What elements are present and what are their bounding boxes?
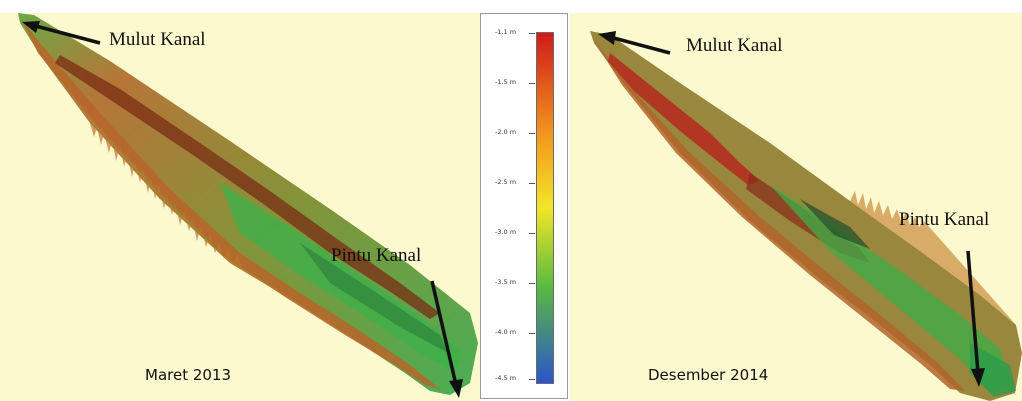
channel-thalweg	[608, 53, 760, 185]
channel-thalweg	[55, 55, 440, 319]
mouth-label-left: Mulut Kanal	[109, 29, 206, 50]
colorbar-tick: -1.1 m	[481, 28, 543, 40]
colorbar-ramp	[536, 32, 554, 384]
channel-deep-core	[800, 199, 870, 249]
gate-label-right: Pintu Kanal	[899, 209, 990, 230]
arrow-to-mouth	[598, 31, 671, 55]
arrow-to-gate	[430, 280, 463, 398]
channel-edge-band	[592, 37, 965, 391]
bathymetry-panel-march-2013: Mulut Kanal Pintu Kanal Maret 2013	[0, 13, 480, 401]
date-label-right: Desember 2014	[648, 366, 769, 384]
colorbar-tick: -1.5 m	[481, 78, 543, 90]
arrow-to-gate	[966, 250, 985, 387]
colorbar-tick: -4.5 m	[481, 374, 543, 386]
colorbar-tick: -2.0 m	[481, 128, 543, 140]
mouth-label-right: Mulut Kanal	[686, 35, 783, 56]
channel-deep-core	[300, 243, 448, 353]
channel-deep-zone	[770, 185, 1010, 393]
depth-colorbar: -1.1 m -1.5 m -2.0 m -2.5 m -3.0 m -3.5 …	[480, 13, 568, 399]
colorbar-tick: -3.5 m	[481, 278, 543, 290]
colorbar-tick: -4.0 m	[481, 328, 543, 340]
channel-bathymetry-right	[590, 31, 1022, 401]
colorbar-tick: -3.0 m	[481, 228, 543, 240]
channel-bathymetry-left	[18, 13, 478, 398]
colorbar-tick: -2.5 m	[481, 178, 543, 190]
date-label-left: Maret 2013	[145, 366, 232, 384]
bathymetry-panel-december-2014: Mulut Kanal Pintu Kanal Desember 2014	[570, 13, 1022, 401]
arrow-to-mouth	[22, 21, 101, 45]
channel-gate-basin	[970, 343, 1016, 397]
channel-jagged-fringe	[850, 191, 1016, 325]
gate-label-left: Pintu Kanal	[331, 245, 422, 266]
